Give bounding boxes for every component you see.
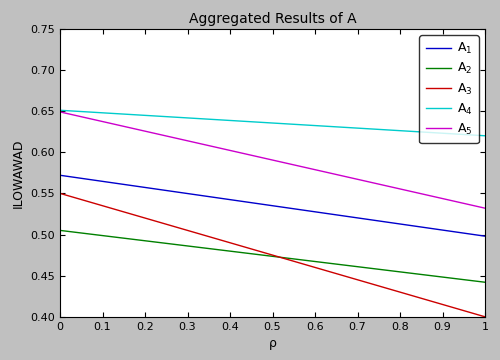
A$_4$ <box>415 130 421 134</box>
A$_5$ <box>57 110 63 114</box>
Line: A$_2$: A$_2$ <box>60 230 485 282</box>
A$_2$ <box>58 228 64 233</box>
A$_1$ <box>308 209 314 213</box>
A$_2$ <box>317 260 323 264</box>
Line: A$_1$: A$_1$ <box>60 175 485 236</box>
A$_2$ <box>310 259 316 264</box>
A$_1$ <box>482 234 488 238</box>
Title: Aggregated Results of A: Aggregated Results of A <box>188 12 356 26</box>
X-axis label: ρ: ρ <box>268 337 276 350</box>
A$_4$ <box>310 123 316 127</box>
A$_3$ <box>442 303 448 307</box>
A$_5$ <box>317 169 323 173</box>
A$_2$ <box>415 272 421 276</box>
A$_5$ <box>415 191 421 195</box>
A$_5$ <box>442 197 448 201</box>
A$_3$ <box>415 295 421 300</box>
A$_2$ <box>308 259 314 263</box>
A$_1$ <box>317 210 323 215</box>
A$_5$ <box>58 110 64 114</box>
A$_1$ <box>57 173 63 177</box>
A$_2$ <box>442 275 448 280</box>
Line: A$_5$: A$_5$ <box>60 112 485 208</box>
A$_4$ <box>57 108 63 112</box>
A$_1$ <box>415 224 421 229</box>
A$_4$ <box>317 124 323 128</box>
A$_4$ <box>482 134 488 138</box>
A$_3$ <box>58 192 64 196</box>
A$_2$ <box>57 228 63 233</box>
A$_3$ <box>317 267 323 271</box>
A$_3$ <box>482 315 488 319</box>
A$_4$ <box>58 108 64 113</box>
A$_1$ <box>442 228 448 233</box>
Line: A$_4$: A$_4$ <box>60 110 485 136</box>
A$_1$ <box>310 210 316 214</box>
A$_3$ <box>57 191 63 195</box>
A$_4$ <box>308 123 314 127</box>
A$_5$ <box>482 206 488 210</box>
Y-axis label: ILOWAWAD: ILOWAWAD <box>12 138 25 208</box>
A$_2$ <box>482 280 488 284</box>
A$_4$ <box>442 131 448 136</box>
Legend: A$_1$, A$_2$, A$_3$, A$_4$, A$_5$: A$_1$, A$_2$, A$_3$, A$_4$, A$_5$ <box>420 35 479 143</box>
A$_3$ <box>310 265 316 269</box>
A$_5$ <box>310 167 316 171</box>
A$_5$ <box>308 167 314 171</box>
Line: A$_3$: A$_3$ <box>60 193 485 317</box>
A$_3$ <box>308 264 314 269</box>
A$_1$ <box>58 173 64 177</box>
